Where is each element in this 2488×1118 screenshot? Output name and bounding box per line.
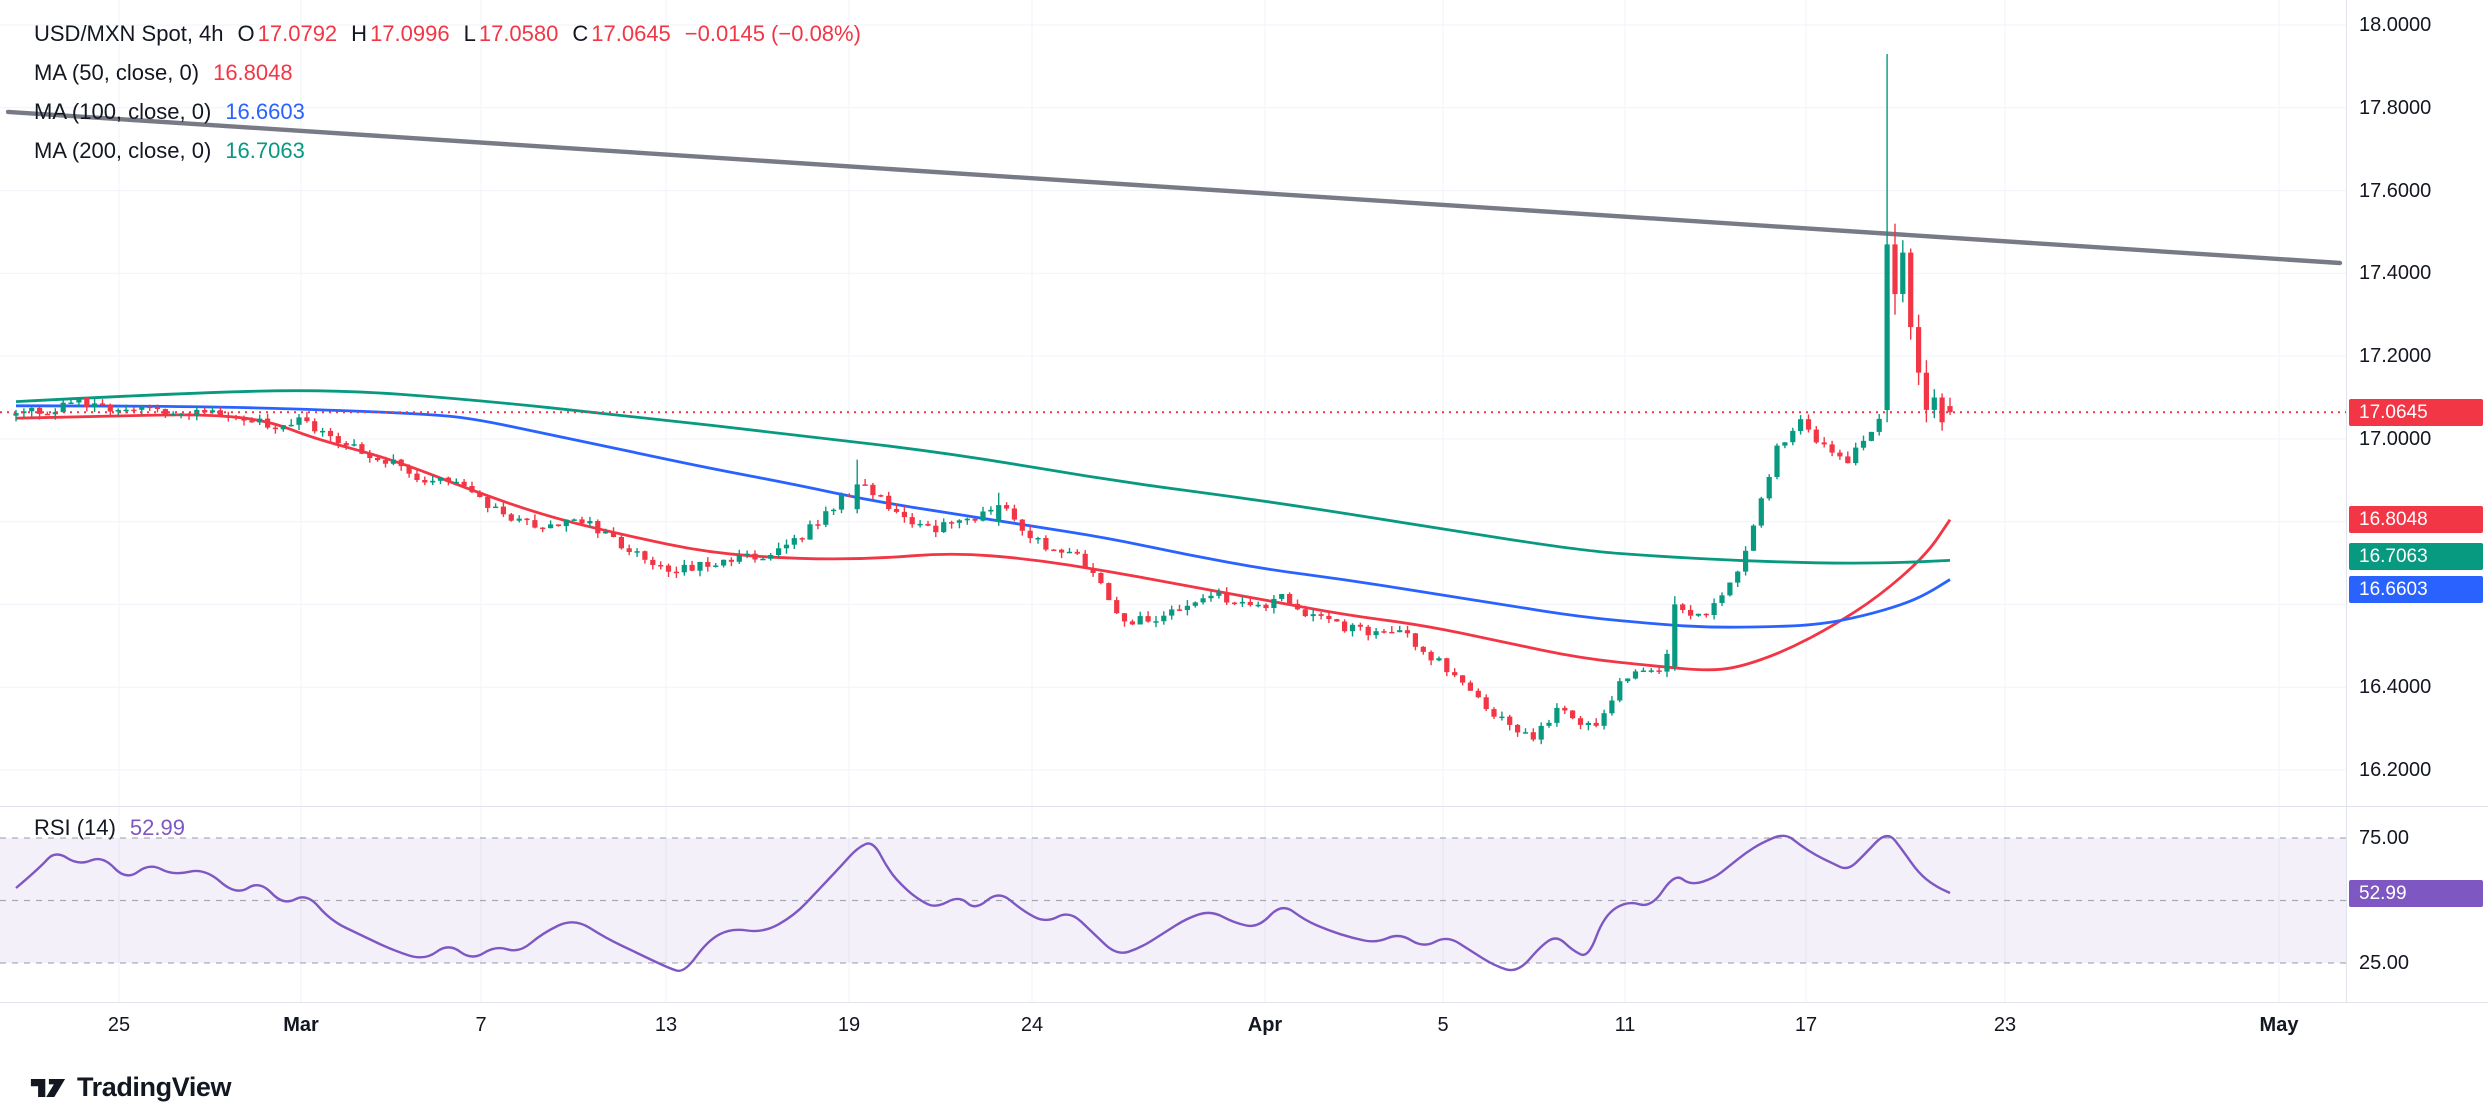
price-change: −0.0145 (−0.08%): [684, 20, 861, 46]
price-axis-label: 17.4000: [2359, 262, 2432, 285]
rsi-label: RSI (14): [34, 814, 116, 840]
rsi-legend-row[interactable]: RSI (14) 52.99: [34, 808, 185, 847]
candlestick-series: [13, 54, 1953, 745]
rsi-axis-label: 25.00: [2359, 952, 2410, 974]
rsi-axis-label: 75.00: [2359, 827, 2410, 849]
time-axis-label: Apr: [1247, 1014, 1283, 1036]
ma-legend-row-1[interactable]: MA (100, close, 0) 16.6603: [34, 92, 861, 131]
ma50-line: [15, 413, 1952, 672]
time-axis-label: 11: [1614, 1014, 1636, 1036]
time-axis-label: 23: [1993, 1014, 2017, 1036]
time-axis-label: 17: [1794, 1014, 1818, 1036]
ma200-line: [15, 389, 1951, 565]
last-price-badge: 17.0645: [2349, 398, 2483, 426]
tradingview-attribution[interactable]: TradingView: [30, 1072, 232, 1103]
chart-legend: USD/MXN Spot, 4h O 17.0792 H 17.0996 L 17.058…: [34, 14, 861, 170]
rsi-legend: RSI (14) 52.99: [34, 808, 185, 847]
trendline: [5, 109, 2343, 266]
ohlc-l: L 17.0580: [463, 20, 559, 46]
ma-label: MA (200, close, 0): [34, 137, 212, 163]
price-axis-label: 18.0000: [2359, 14, 2432, 36]
ma100-line: [15, 404, 1951, 629]
time-axis-label: 24: [1020, 1014, 1044, 1036]
pane-separator[interactable]: [0, 806, 2488, 807]
price-axis-label: 17.0000: [2359, 427, 2432, 450]
ma-lines: [15, 389, 1952, 672]
ohlc-o: O 17.0792: [237, 20, 338, 46]
ohlc-values: O 17.0792 H 17.0996 L 17.0580 C 17.0645: [238, 21, 671, 47]
ma-value: 16.6603: [225, 98, 305, 124]
price-axis-label: 16.2000: [2359, 759, 2432, 781]
ohlc-h: H 17.0996: [351, 20, 450, 46]
time-axis-label: 19: [837, 1014, 861, 1036]
gridlines: [0, 0, 2346, 1002]
rsi-value: 52.99: [129, 814, 185, 840]
price-axis[interactable]: 18.0000 17.8000 17.6000 17.4000 17.2000 17.00…: [2346, 0, 2488, 1002]
time-axis-label: 25: [107, 1014, 131, 1036]
symbol-title[interactable]: USD/MXN Spot, 4h: [34, 20, 224, 46]
ma-legend-row-2[interactable]: MA (200, close, 0) 16.7063: [34, 131, 861, 170]
ohlc-c: C 17.0645: [572, 20, 671, 46]
rsi-line: [15, 834, 1951, 973]
rsi-value-badge: 52.99: [2349, 879, 2483, 907]
ma-value: 16.7063: [225, 137, 305, 163]
ma-value: 16.8048: [213, 59, 293, 85]
time-axis-label: May: [2259, 1014, 2299, 1036]
tradingview-logo-icon: [30, 1078, 66, 1097]
price-axis-label: 17.8000: [2359, 96, 2432, 119]
tradingview-brand: TradingView: [77, 1072, 232, 1102]
symbol-legend-row[interactable]: USD/MXN Spot, 4h O 17.0792 H 17.0996 L 17.058…: [34, 14, 861, 53]
ma-legend-rows: MA (50, close, 0) 16.8048 MA (100, close, …: [34, 53, 861, 170]
ma50-badge: 16.8048: [2349, 506, 2483, 534]
price-axis-label: 16.4000: [2359, 676, 2432, 699]
ma-legend-row-0[interactable]: MA (50, close, 0) 16.8048: [34, 53, 861, 92]
time-axis[interactable]: 25 Mar 7 13 19 24 Apr 5 11 17 23 May: [0, 1002, 2488, 1058]
ma-label: MA (100, close, 0): [34, 98, 212, 124]
time-axis-label: 13: [654, 1014, 678, 1036]
price-axis-label: 17.6000: [2359, 179, 2432, 202]
rsi-band: [0, 838, 2346, 963]
price-axis-label: 17.2000: [2359, 345, 2432, 368]
ma200-badge: 16.7063: [2349, 542, 2483, 570]
time-axis-label: Mar: [283, 1014, 319, 1036]
time-axis-label: 7: [475, 1014, 487, 1036]
ma-label: MA (50, close, 0): [34, 59, 200, 85]
ma100-badge: 16.6603: [2349, 575, 2483, 603]
time-axis-label: 5: [1437, 1014, 1449, 1036]
